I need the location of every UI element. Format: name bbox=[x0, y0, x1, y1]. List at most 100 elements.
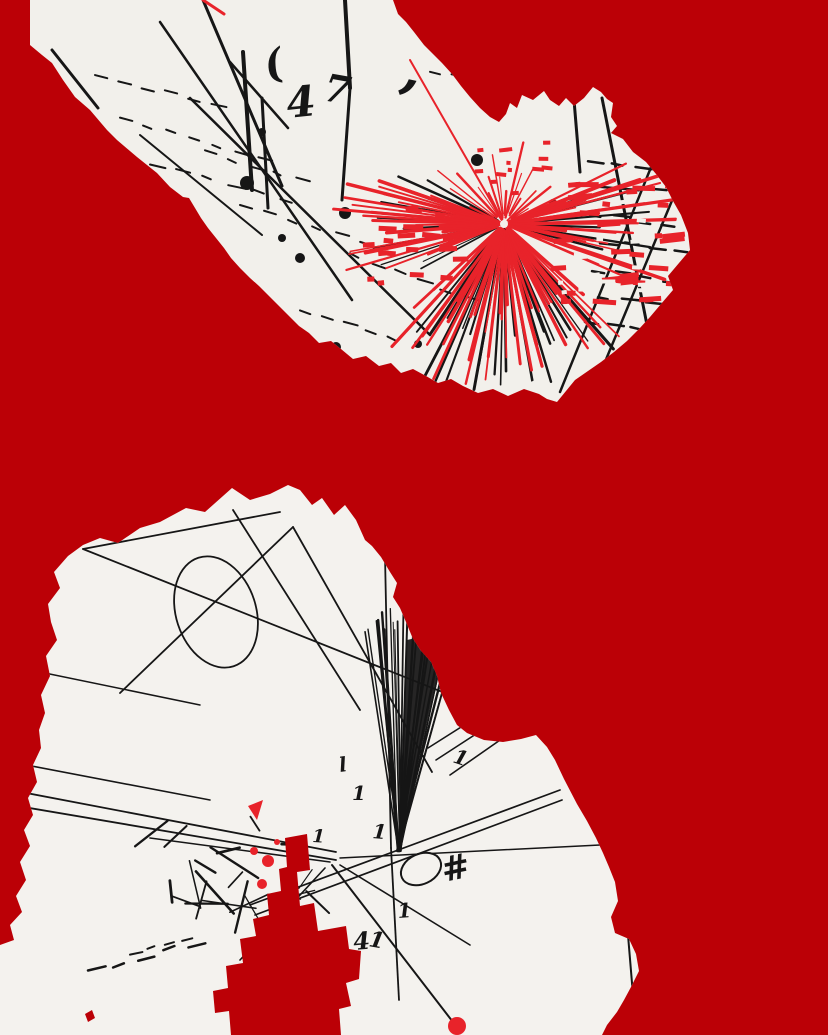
starburst-ray bbox=[449, 188, 495, 218]
starburst-ray bbox=[412, 229, 498, 309]
ink-dash bbox=[606, 322, 626, 328]
ink-dash bbox=[614, 270, 632, 275]
ink-dash bbox=[140, 87, 155, 93]
starburst-ray bbox=[415, 233, 497, 333]
ink-dash bbox=[394, 268, 407, 275]
fan-line bbox=[376, 618, 400, 853]
scribble-line bbox=[168, 879, 174, 904]
ink-dash bbox=[175, 168, 192, 174]
scribble-line bbox=[215, 846, 241, 855]
starburst-ray bbox=[509, 233, 589, 350]
ink-dash bbox=[638, 274, 652, 280]
burst-speck bbox=[614, 199, 630, 205]
ink-blot bbox=[471, 154, 483, 166]
starburst-ray bbox=[504, 141, 525, 219]
burst-speck bbox=[602, 201, 611, 208]
starburst-ray bbox=[456, 172, 499, 218]
scribble-line bbox=[194, 870, 235, 915]
burst-speck bbox=[636, 218, 647, 224]
white-knot bbox=[399, 851, 443, 887]
ink-dash bbox=[386, 335, 396, 342]
starburst-ray bbox=[510, 208, 529, 220]
burst-speck bbox=[550, 265, 567, 272]
ink-dash bbox=[320, 315, 334, 321]
burst-speck bbox=[632, 185, 656, 192]
starburst-ray bbox=[437, 169, 498, 219]
ink-dash bbox=[204, 149, 218, 155]
burst-speck bbox=[578, 287, 595, 292]
ink-blot bbox=[240, 176, 254, 190]
scratch-line bbox=[340, 86, 352, 202]
burst-speck bbox=[490, 179, 498, 185]
burst-speck bbox=[613, 282, 621, 288]
ink-dash bbox=[165, 128, 177, 134]
starburst-ray bbox=[486, 234, 505, 359]
ink-dash bbox=[263, 209, 277, 216]
fan-line bbox=[389, 608, 399, 852]
ink-dash bbox=[187, 97, 201, 103]
burst-speck bbox=[659, 236, 685, 244]
pen-line bbox=[82, 511, 281, 550]
starburst-ray bbox=[467, 230, 504, 362]
ink-dash bbox=[371, 262, 387, 270]
burst-speck bbox=[555, 200, 570, 207]
burst-speck bbox=[506, 160, 511, 165]
ink-dash bbox=[342, 320, 359, 327]
starburst-ray bbox=[511, 198, 555, 221]
ink-glyph: 1 bbox=[367, 926, 387, 954]
starburst-ray bbox=[505, 225, 602, 329]
red-speck bbox=[257, 879, 267, 889]
ink-dash bbox=[146, 945, 156, 950]
burst-speck bbox=[543, 140, 551, 145]
red-triangle-speck bbox=[248, 800, 263, 820]
ink-glyph: 1 bbox=[352, 781, 366, 805]
scratch-line bbox=[188, 96, 432, 337]
ink-dash bbox=[299, 309, 312, 316]
ink-dash bbox=[188, 136, 201, 142]
burst-speck bbox=[383, 237, 394, 244]
ink-dash bbox=[648, 246, 667, 252]
pen-line bbox=[339, 844, 601, 859]
ink-dash bbox=[660, 223, 676, 228]
ink-dash bbox=[596, 296, 609, 301]
burst-speck bbox=[474, 168, 484, 174]
burst-speck bbox=[561, 289, 568, 295]
ink-dash bbox=[253, 188, 265, 195]
ink-dash bbox=[634, 165, 654, 171]
pen-line bbox=[390, 847, 400, 1001]
burst-speck bbox=[600, 279, 616, 284]
burst-speck bbox=[644, 297, 654, 303]
ink-dash bbox=[590, 269, 606, 275]
burst-speck bbox=[378, 225, 397, 232]
burst-speck bbox=[378, 250, 389, 257]
burst-speck bbox=[611, 248, 631, 255]
fan-core bbox=[399, 631, 447, 851]
starburst-ray bbox=[499, 176, 504, 215]
ink-dash bbox=[620, 297, 643, 302]
starburst-ray bbox=[507, 233, 540, 313]
burst-speck bbox=[637, 288, 648, 293]
fan-line bbox=[364, 630, 400, 852]
starburst-ray bbox=[420, 227, 498, 270]
ink-dash bbox=[163, 941, 175, 946]
ink-dash bbox=[257, 156, 274, 162]
starburst-ray bbox=[508, 197, 522, 217]
ink-dash bbox=[629, 325, 641, 331]
starburst-ray bbox=[426, 179, 500, 222]
ink-dash bbox=[86, 965, 107, 972]
starburst-ray bbox=[430, 194, 496, 222]
ink-dash bbox=[364, 329, 377, 336]
burst-speck bbox=[657, 202, 669, 208]
ink-dash bbox=[673, 249, 689, 254]
ink-blot bbox=[258, 128, 266, 136]
starburst-ray bbox=[503, 230, 526, 332]
ink-dash bbox=[149, 163, 167, 170]
ink-dash bbox=[636, 220, 652, 226]
starburst-ray bbox=[422, 227, 496, 262]
ink-dash bbox=[136, 955, 156, 963]
starburst-ray bbox=[411, 226, 503, 350]
starburst-ray bbox=[513, 226, 667, 282]
ink-dash bbox=[311, 225, 321, 231]
burst-core bbox=[500, 220, 508, 228]
